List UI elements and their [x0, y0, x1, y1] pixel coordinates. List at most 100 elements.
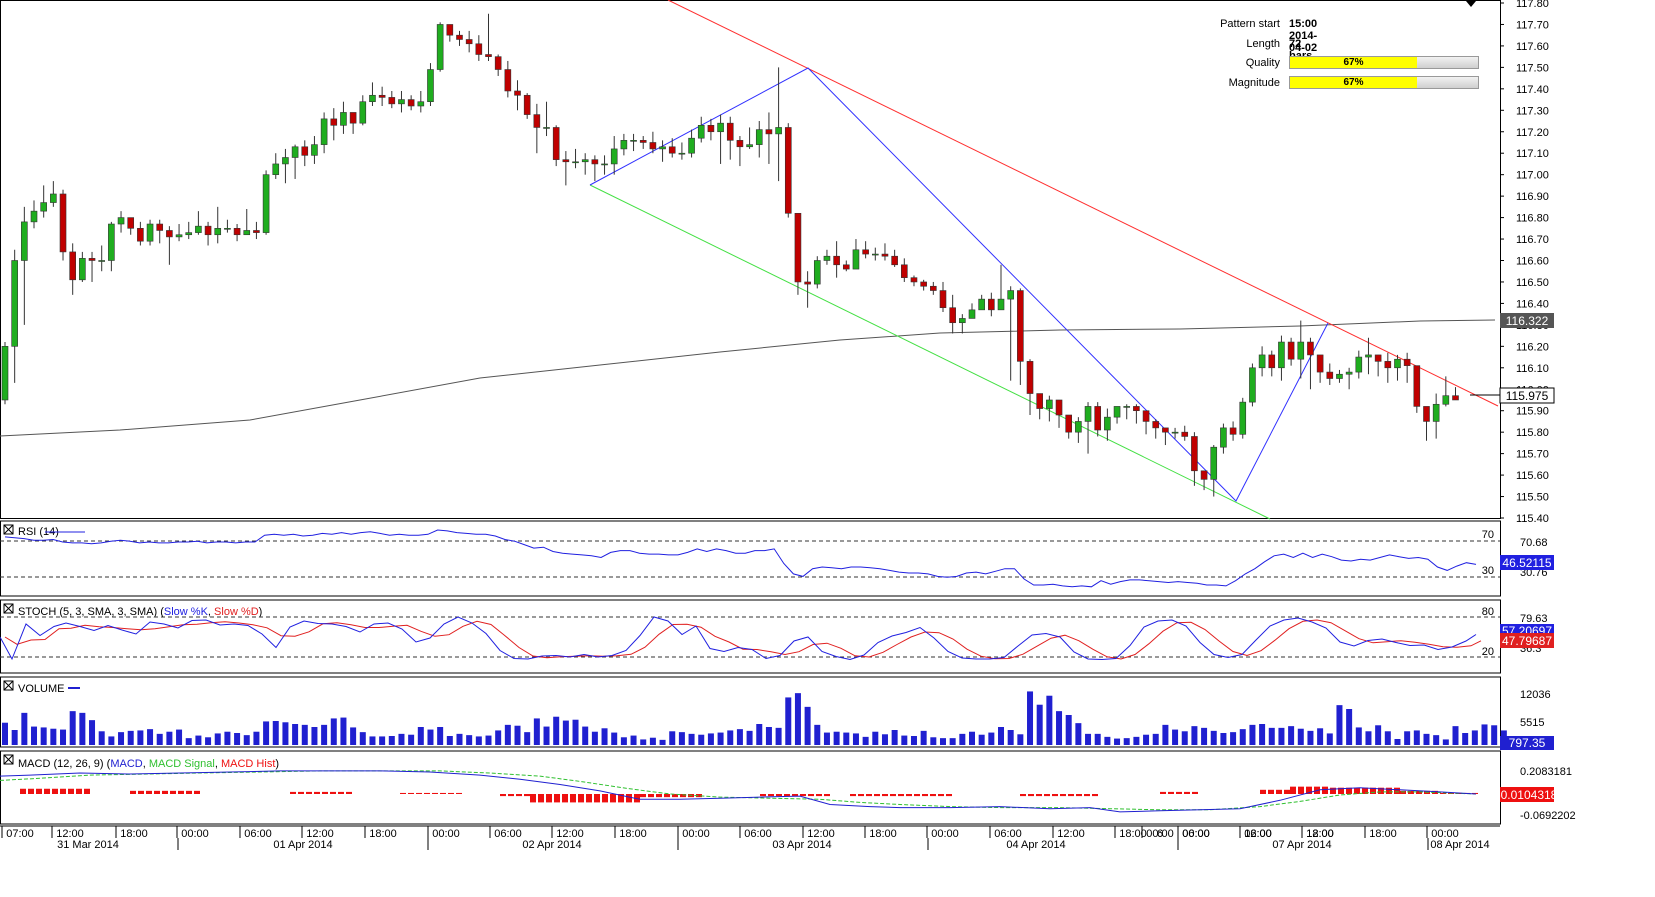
candle-body	[1181, 431, 1189, 437]
stoch-k-line	[0, 616, 1477, 661]
x-time-label: 06:00	[744, 828, 772, 840]
quality-bar-value: 67%	[1343, 57, 1364, 68]
candle-body	[910, 277, 918, 283]
volume-bar	[1307, 730, 1314, 745]
candle-body	[746, 144, 753, 148]
macd-hist-bar	[448, 792, 454, 794]
macd-hist-bar	[594, 794, 600, 803]
macd-hist-bar	[154, 790, 160, 794]
macd-hist-bar	[306, 791, 312, 794]
x-time-label: 06:00	[1182, 828, 1210, 840]
x-time-label: 12:00	[807, 828, 835, 840]
candle-body	[1055, 399, 1063, 416]
macd-hist-bar	[432, 792, 438, 794]
volume-bar	[321, 724, 328, 745]
macd-hist-bar	[1092, 794, 1098, 797]
macd-hist-bar	[1370, 787, 1376, 794]
macd-hist-bar	[322, 791, 328, 794]
volume-bar	[1404, 731, 1411, 745]
candle-body	[1345, 371, 1353, 375]
candle-body	[997, 298, 1005, 311]
volume-bar	[272, 721, 279, 745]
candle-body	[349, 112, 357, 124]
x-time-label: 12:00	[556, 828, 584, 840]
volume-bar	[1085, 733, 1092, 745]
volume-bar	[456, 733, 463, 745]
volume-bar	[1017, 734, 1024, 745]
macd-hist-bar	[1284, 789, 1290, 794]
macd-hist-bar	[1168, 791, 1174, 794]
x-date-label: 04 Apr 2014	[1006, 839, 1065, 851]
volume-bar	[1317, 728, 1324, 745]
macd-hist-bar	[554, 794, 560, 803]
macd-hist-bar	[1306, 786, 1312, 794]
x-time-label: 18:00	[619, 828, 647, 840]
candle-body	[388, 97, 396, 105]
candle-body	[1432, 403, 1440, 422]
candle-body	[1365, 354, 1372, 358]
macd-hist-bar	[516, 794, 522, 797]
candle-body	[475, 43, 483, 55]
volume-bar	[910, 736, 917, 745]
candle-body	[291, 146, 299, 158]
volume-bar	[495, 730, 502, 745]
candle-body	[494, 56, 502, 70]
macd-hist-bar	[760, 794, 766, 797]
candle-body	[1336, 373, 1343, 379]
candle-body	[224, 228, 231, 230]
candle-body	[137, 228, 144, 242]
volume-bar	[727, 730, 734, 745]
volume-bar	[562, 720, 569, 745]
volume-bar	[872, 731, 879, 745]
macd-hist-bar	[946, 794, 952, 797]
moving-average-line	[0, 319, 1496, 437]
candle-body	[813, 260, 821, 285]
candle-body	[523, 94, 531, 115]
macd-hist-bar	[1394, 787, 1400, 794]
macd-hist-bar	[1268, 789, 1274, 794]
volume-bar	[1201, 727, 1208, 745]
stoch-d-current-label: 47.79687	[1502, 634, 1552, 648]
candle-body	[804, 281, 811, 285]
macd-hist-bar	[52, 788, 58, 794]
macd-axis-label: -0.0692202	[1520, 810, 1576, 822]
volume-bar	[350, 727, 357, 745]
candle-body	[842, 264, 850, 270]
volume-bar	[466, 735, 473, 745]
candle-body	[282, 157, 289, 165]
candle-body	[175, 234, 183, 238]
macd-current-label: -0.0104318	[1497, 788, 1558, 802]
volume-bar	[1065, 715, 1072, 745]
macd-hist-bar	[874, 794, 880, 797]
candle-body	[591, 159, 599, 165]
volume-bar	[234, 733, 241, 745]
candle-body	[930, 285, 937, 291]
volume-bar	[978, 734, 985, 745]
volume-bar	[591, 731, 598, 745]
macd-hist-bar	[456, 792, 462, 794]
candle-body	[1046, 399, 1053, 409]
volume-bar	[50, 728, 57, 745]
candle-body	[11, 260, 18, 347]
macd-hist-bar	[440, 792, 446, 794]
volume-bar	[127, 730, 134, 745]
candle-body	[272, 163, 280, 175]
candle-body	[330, 118, 338, 126]
macd-hist-bar	[1052, 794, 1058, 797]
stoch-panel-label: STOCH (5, 3, SMA, 3, SMA) (Slow %K, Slow…	[18, 606, 262, 618]
candle-body	[98, 260, 105, 262]
macd-hist-bar	[170, 790, 176, 794]
candle-body	[978, 298, 985, 311]
macd-hist-bar	[338, 791, 344, 794]
volume-bar	[756, 724, 763, 745]
price-tick-label: 117.80	[1516, 0, 1549, 10]
volume-bar	[949, 738, 956, 745]
macd-hist-bar	[1440, 792, 1446, 794]
candle-body	[794, 212, 802, 283]
x-time-label: 12:00	[1057, 828, 1085, 840]
candle-body	[79, 258, 86, 281]
macd-hist-bar	[138, 790, 144, 794]
macd-hist-bar	[938, 794, 944, 797]
volume-bar	[137, 730, 144, 745]
volume-bar	[185, 738, 192, 745]
